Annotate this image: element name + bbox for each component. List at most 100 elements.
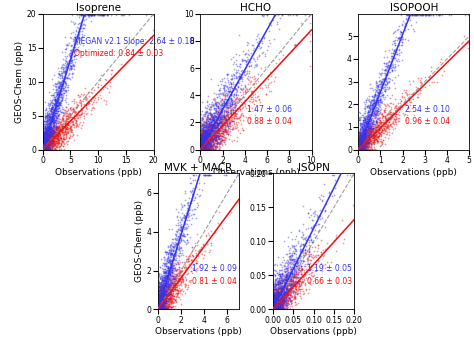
Point bbox=[168, 280, 175, 286]
Point bbox=[270, 307, 277, 312]
Point bbox=[72, 123, 80, 129]
Point bbox=[198, 147, 206, 152]
Point bbox=[284, 282, 292, 287]
Point bbox=[280, 293, 288, 299]
Point bbox=[46, 140, 54, 146]
Point bbox=[217, 106, 225, 111]
Point bbox=[361, 140, 369, 146]
Point bbox=[165, 265, 173, 271]
Point bbox=[273, 307, 281, 312]
Point bbox=[202, 136, 210, 141]
Point bbox=[55, 100, 62, 105]
Point bbox=[171, 232, 179, 237]
Point bbox=[162, 307, 169, 312]
Point bbox=[284, 277, 292, 282]
Point bbox=[198, 144, 206, 150]
Point bbox=[156, 282, 164, 287]
Point bbox=[57, 119, 65, 125]
Point bbox=[201, 147, 209, 152]
Point bbox=[174, 221, 182, 226]
Point bbox=[165, 267, 173, 273]
Point bbox=[206, 116, 214, 121]
Point bbox=[272, 304, 279, 309]
Point bbox=[161, 287, 169, 293]
Point bbox=[158, 292, 165, 297]
Point bbox=[54, 108, 62, 113]
Point bbox=[41, 131, 48, 136]
Point bbox=[355, 134, 363, 139]
Point bbox=[213, 124, 220, 129]
Point bbox=[356, 139, 363, 145]
Point bbox=[49, 123, 56, 128]
Point bbox=[205, 122, 212, 128]
Point bbox=[208, 102, 215, 107]
Point bbox=[360, 124, 367, 129]
Point bbox=[49, 142, 56, 147]
Point bbox=[72, 29, 80, 34]
Point bbox=[207, 129, 215, 134]
Point bbox=[370, 110, 378, 116]
Point bbox=[283, 291, 290, 296]
Point bbox=[54, 132, 62, 137]
Point bbox=[221, 114, 228, 120]
Point bbox=[272, 291, 279, 297]
Point bbox=[163, 268, 171, 273]
Point bbox=[50, 92, 58, 98]
Point bbox=[310, 278, 317, 284]
Point bbox=[371, 105, 379, 110]
Point bbox=[44, 126, 52, 132]
Point bbox=[45, 124, 52, 130]
Point bbox=[282, 272, 290, 278]
Point bbox=[314, 253, 322, 258]
Point bbox=[378, 139, 386, 144]
Point bbox=[54, 138, 62, 143]
Point bbox=[219, 79, 226, 84]
Point bbox=[285, 286, 292, 291]
Point bbox=[39, 134, 47, 140]
Point bbox=[73, 114, 80, 119]
Point bbox=[383, 123, 391, 128]
Point bbox=[284, 259, 292, 265]
Point bbox=[158, 304, 166, 310]
Point bbox=[383, 103, 390, 108]
Point bbox=[60, 136, 67, 141]
Point bbox=[400, 101, 408, 106]
Point bbox=[199, 144, 207, 150]
Point bbox=[220, 114, 228, 120]
Point bbox=[167, 304, 175, 310]
Point bbox=[209, 131, 216, 137]
Point bbox=[183, 209, 191, 215]
Point bbox=[80, 32, 88, 37]
Point bbox=[269, 307, 277, 312]
Point bbox=[46, 134, 54, 139]
Point bbox=[204, 146, 212, 152]
Point bbox=[202, 137, 210, 142]
Point bbox=[175, 269, 183, 274]
Point bbox=[275, 294, 283, 299]
Point bbox=[373, 118, 380, 124]
Point bbox=[154, 294, 162, 300]
Point bbox=[374, 108, 381, 114]
Point bbox=[43, 142, 51, 148]
Point bbox=[82, 112, 90, 117]
Point bbox=[42, 147, 49, 152]
Point bbox=[58, 78, 66, 83]
Point bbox=[372, 107, 380, 113]
Point bbox=[160, 306, 167, 311]
Point bbox=[188, 244, 196, 249]
Point bbox=[283, 296, 291, 302]
Point bbox=[283, 284, 290, 289]
Point bbox=[198, 147, 205, 152]
Point bbox=[310, 231, 318, 236]
Point bbox=[203, 141, 210, 147]
Point bbox=[366, 136, 374, 142]
Point bbox=[227, 79, 234, 85]
Point bbox=[203, 136, 210, 142]
Point bbox=[364, 109, 372, 115]
Point bbox=[272, 307, 279, 312]
Point bbox=[361, 103, 369, 108]
Point bbox=[228, 84, 235, 90]
Point bbox=[157, 299, 164, 305]
Point bbox=[64, 107, 72, 113]
Point bbox=[356, 147, 364, 152]
